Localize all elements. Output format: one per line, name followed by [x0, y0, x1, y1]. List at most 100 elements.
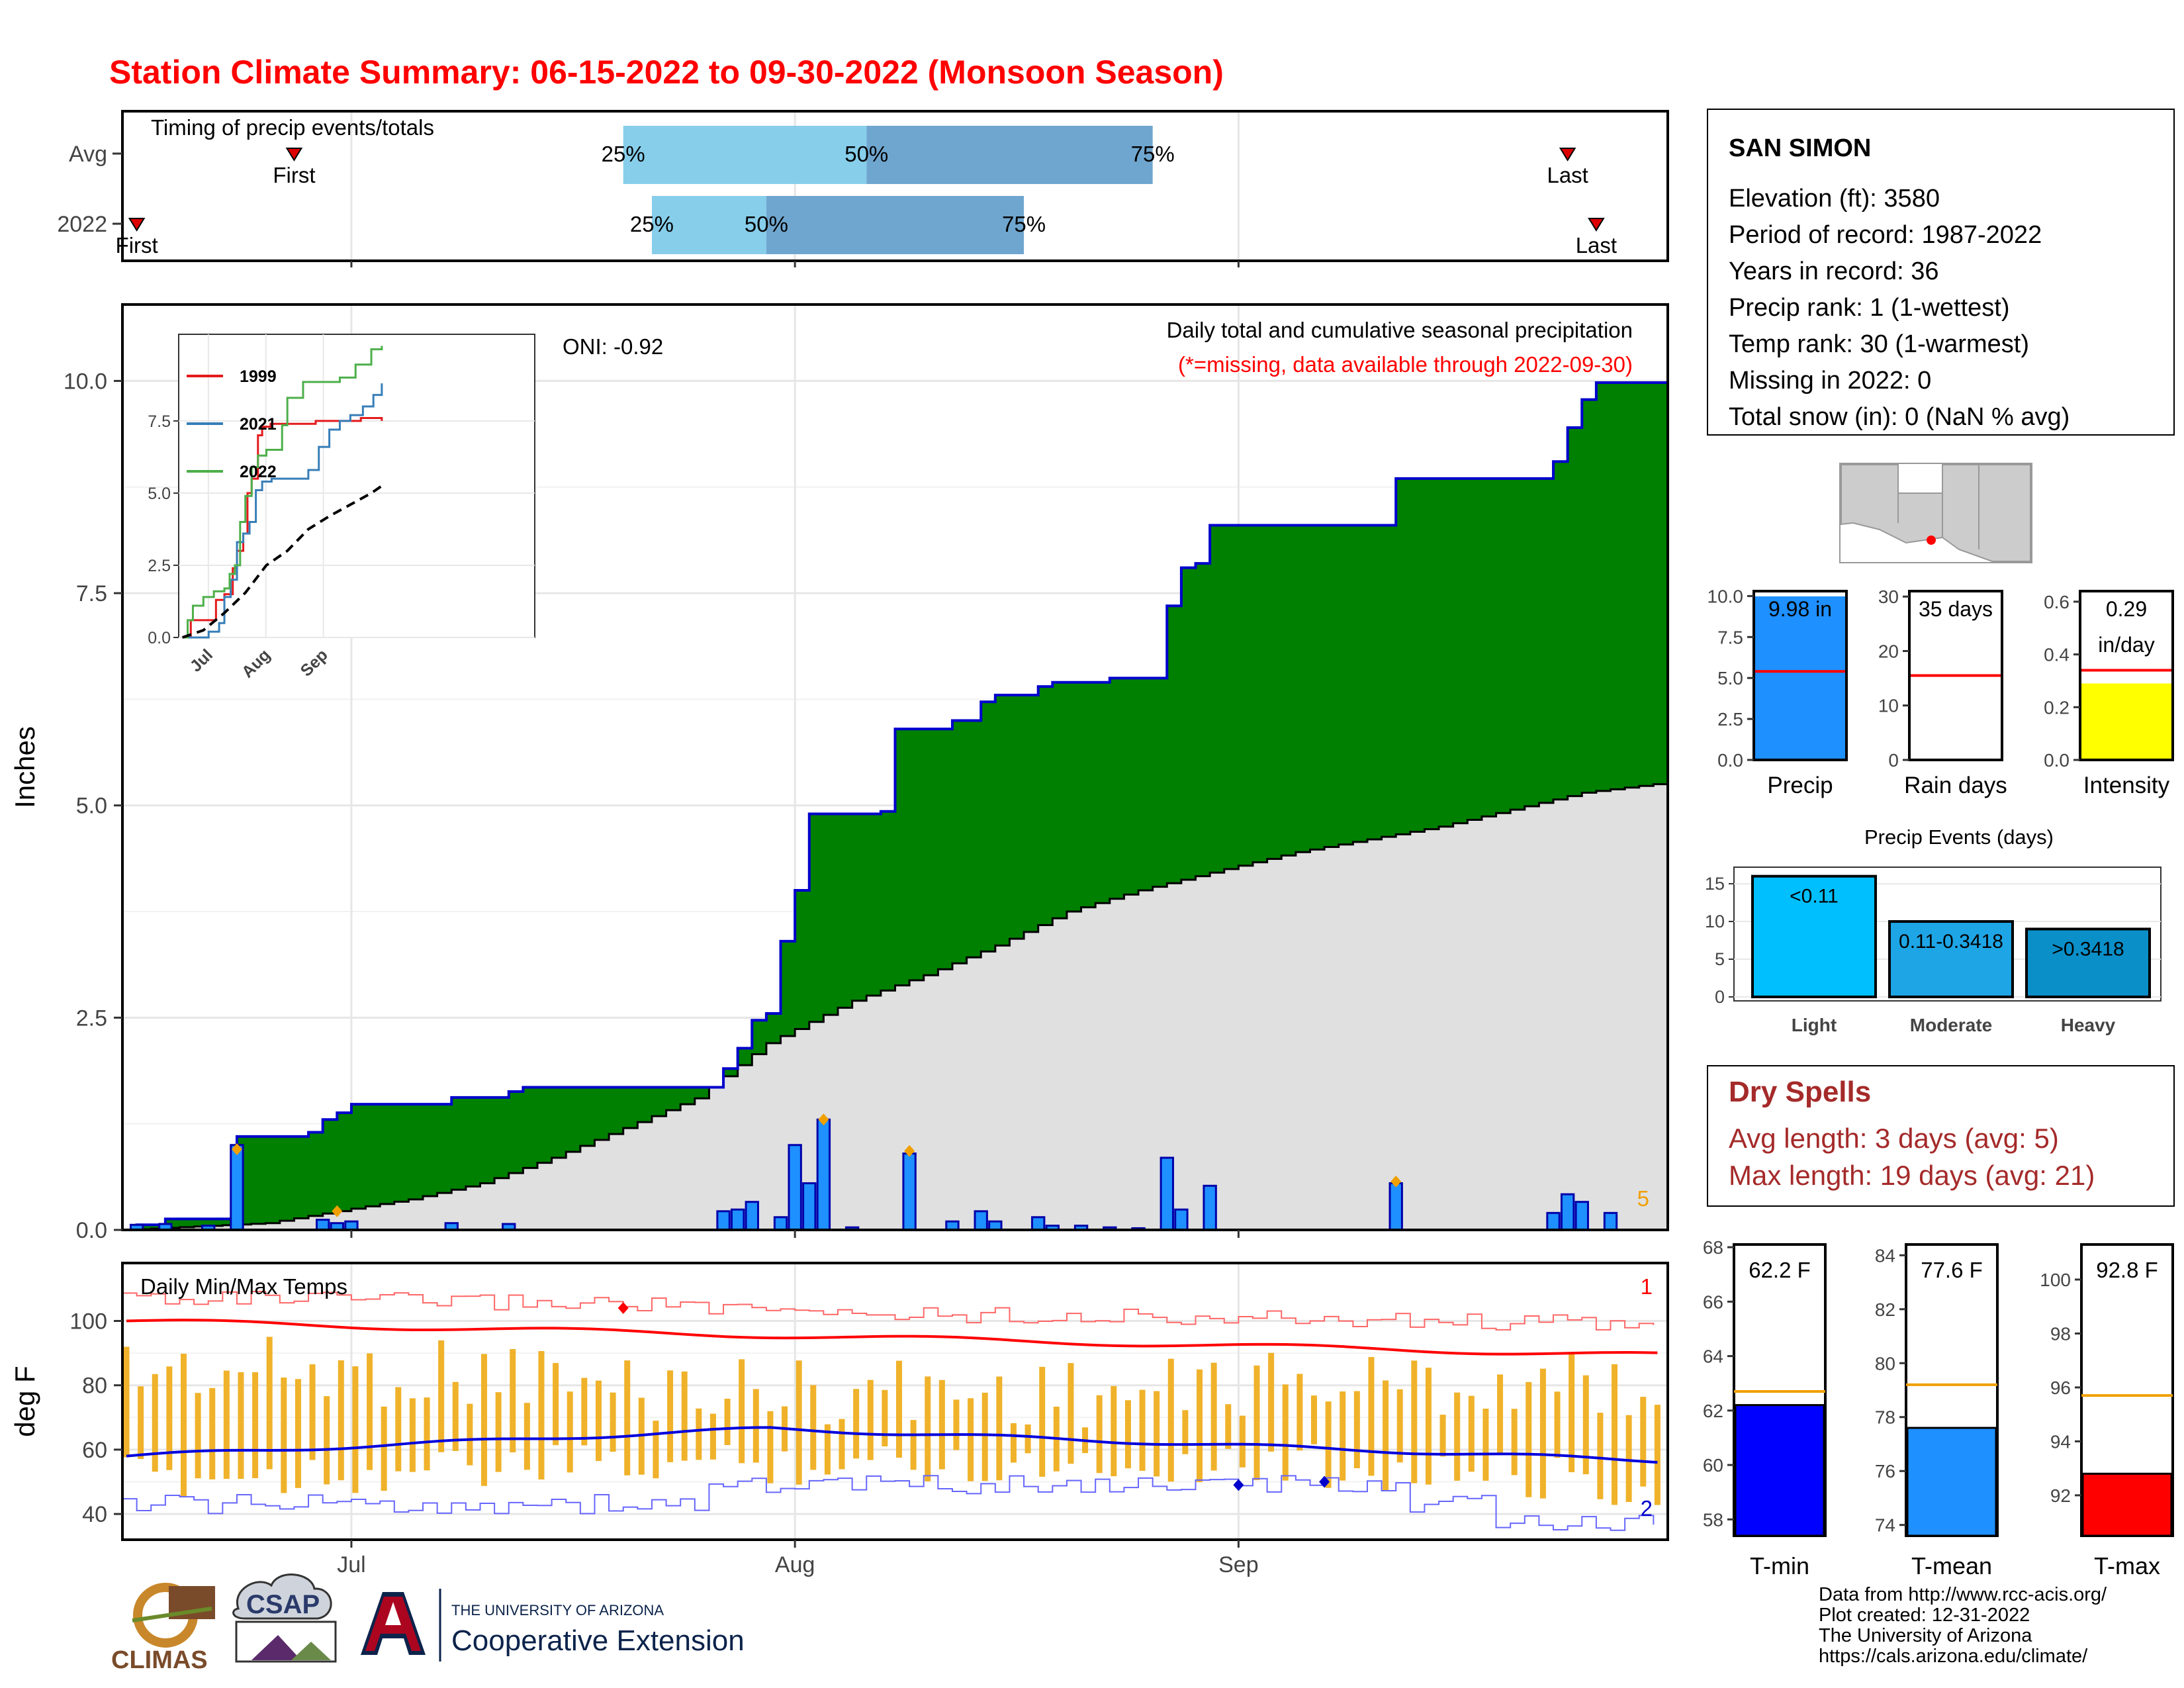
station-name: SAN SIMON — [1729, 134, 1871, 162]
temp-bar-y-tick-label: 60 — [1703, 1455, 1723, 1476]
temp-bar-y-tick-label: 76 — [1875, 1461, 1895, 1481]
daily-precip-bar — [816, 1118, 831, 1231]
summary-bar-y-tick-label: 0.4 — [2044, 645, 2070, 665]
timing-q25-q50-bar — [651, 196, 766, 254]
inset-y-tick-label: 7.5 — [148, 412, 171, 431]
inset-legend-label: 1999 — [240, 367, 277, 386]
record-marker — [332, 1205, 343, 1217]
station-info-line: Precip rank: 1 (1-wettest) — [1729, 294, 2009, 322]
temp-bar-label: T-min — [1750, 1552, 1809, 1579]
record-high-marker — [617, 1302, 629, 1315]
oni-label: ONI: -0.92 — [563, 334, 663, 359]
precip-y-tick-label: 7.5 — [76, 581, 107, 606]
summary-bar-value: 0.29 — [2106, 597, 2147, 621]
ua-small-text: THE UNIVERSITY OF ARIZONA — [451, 1602, 664, 1618]
record-low-marker — [1233, 1479, 1244, 1491]
temp-bar-y-tick-label: 92 — [2050, 1485, 2071, 1506]
summary-bar-label: Intensity — [2083, 773, 2170, 798]
temps-y-tick-label: 60 — [82, 1438, 107, 1463]
timing-percentile-label: 25% — [602, 142, 645, 166]
footer-line: Data from http://www.rcc-acis.org/ — [1819, 1584, 2107, 1605]
precip-events-y-tick-label: 15 — [1705, 874, 1725, 894]
precip-events-category: Moderate — [1910, 1015, 1992, 1035]
daily-precip-bar — [1546, 1211, 1561, 1231]
footer-line: The University of Arizona — [1819, 1625, 2032, 1646]
temp-bar-y-tick-label: 84 — [1875, 1245, 1895, 1266]
timing-label: Timing of precip events/totals — [151, 115, 434, 140]
summary-bar-y-tick-label: 2.5 — [1717, 709, 1743, 729]
temp-bar-y-tick-label: 74 — [1875, 1515, 1895, 1536]
station-frame — [1707, 109, 2175, 436]
dry-spells-box: Dry Spells Avg length: 3 days (avg: 5) M… — [1707, 1065, 2175, 1207]
timing-q50-q75-bar — [866, 126, 1153, 184]
station-info-line: Total snow (in): 0 (NaN % avg) — [1729, 403, 2070, 431]
timing-row-label: Avg — [69, 142, 107, 167]
month-tick-label: Sep — [1218, 1552, 1259, 1577]
month-tick-label: Jul — [337, 1552, 365, 1577]
temp-bar-label: T-max — [2094, 1552, 2160, 1579]
timing-q25-q50-bar — [623, 126, 867, 184]
footer-credits: Data from http://www.rcc-acis.org/Plot c… — [1819, 1584, 2107, 1667]
summary-bar-y-tick-label: 0.0 — [1717, 750, 1743, 771]
missing-note: (*=missing, data available through 2022-… — [1178, 352, 1633, 377]
inset-y-tick-label: 2.5 — [148, 557, 171, 575]
precip-events-bar — [1888, 920, 2014, 998]
record-marker — [818, 1113, 829, 1126]
summary-bar-y-tick-label: 0 — [1888, 750, 1899, 771]
temp-bar-value: 77.6 F — [1921, 1258, 1983, 1282]
summary-bar-label: Rain days — [1904, 773, 2007, 798]
summary-bar-value-unit: in/day — [2098, 633, 2154, 657]
summary-bar-value: 35 days — [1919, 597, 1993, 621]
precip-corner-label: 5 — [1637, 1186, 1649, 1211]
precip-events-category: Light — [1792, 1015, 1837, 1035]
daily-precip-bar — [1560, 1193, 1575, 1231]
daily-precip-bar — [230, 1144, 244, 1231]
precip-events-y-tick-label: 0 — [1715, 987, 1725, 1007]
station-location-marker — [1927, 536, 1936, 545]
temp-bar-value: 92.8 F — [2096, 1258, 2158, 1282]
average-high-line — [126, 1319, 1658, 1356]
temp-bar-y-tick-label: 58 — [1703, 1509, 1723, 1530]
timing-last-label: Last — [1576, 233, 1617, 258]
cumulative-2022-line — [122, 381, 1668, 1231]
timing-first-marker — [285, 148, 303, 162]
average-low-line — [126, 1426, 1658, 1464]
station-info-line: Years in record: 36 — [1729, 258, 1939, 285]
inset-legend-label: 2021 — [240, 415, 277, 434]
timing-percentile-label: 50% — [844, 142, 888, 166]
university-of-arizona-logo: THE UNIVERSITY OF ARIZONA Cooperative Ex… — [361, 1589, 745, 1662]
summary-bar-y-tick-label: 0.0 — [2044, 750, 2070, 771]
inset-legend-label: 2022 — [240, 463, 277, 481]
temp-bar-y-tick-label: 82 — [1875, 1299, 1895, 1320]
summary-bar-fill — [1755, 596, 1845, 760]
summary-bar-label: Precip — [1767, 773, 1833, 798]
csap-logo-text: CSAP — [246, 1590, 320, 1619]
inset-frame — [178, 334, 535, 638]
temps-y-label: deg F — [9, 1366, 40, 1436]
temp-bar-y-tick-label: 80 — [1875, 1353, 1895, 1374]
map-borders — [1897, 465, 1979, 549]
summary-bar-y-tick-label: 0.6 — [2044, 592, 2070, 612]
temps-frame — [121, 1262, 1669, 1541]
daily-precip-bar — [1203, 1184, 1217, 1231]
summary-bar-y-tick-label: 0.2 — [2044, 697, 2070, 718]
summary-bar-y-tick-label: 10.0 — [1707, 586, 1744, 606]
temps-y-tick-label: 40 — [82, 1502, 107, 1527]
daily-precip-bar — [315, 1219, 330, 1231]
region-map — [1839, 463, 2032, 563]
timing-last-marker — [1559, 148, 1576, 162]
precip-frame — [121, 303, 1669, 1231]
precip-panel: 0.0 2.5 5.0 7.5 10.0 Inches ONI: -0.92 Daily… — [9, 303, 1669, 1243]
precip-y-tick-label: 0.0 — [76, 1218, 107, 1243]
daily-precip-bar — [1160, 1156, 1174, 1231]
daily-precip-bar — [1174, 1208, 1189, 1231]
summary-bar-outline — [2079, 590, 2174, 761]
record-low-line — [122, 1475, 1655, 1531]
precip-events-category: Heavy — [2061, 1015, 2116, 1035]
timing-last-marker — [1588, 218, 1605, 232]
precip-events-bar-label: 0.11-0.3418 — [1899, 931, 2003, 953]
daily-precip-bar — [802, 1182, 817, 1231]
daily-precip-bar — [974, 1210, 988, 1231]
